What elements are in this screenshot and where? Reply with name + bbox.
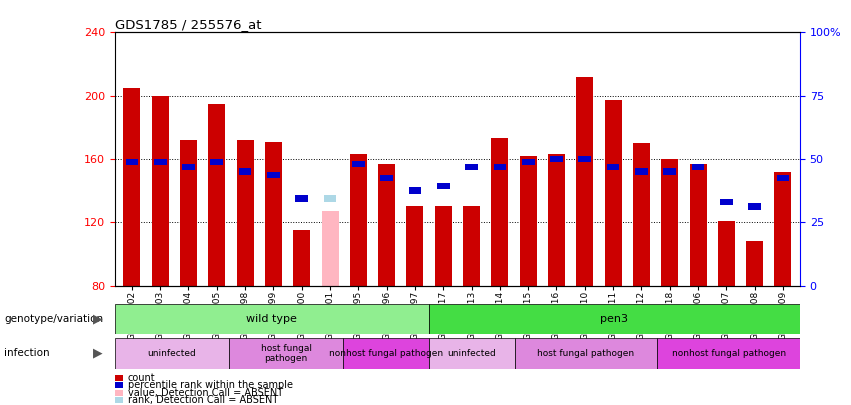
Text: pen3: pen3 — [601, 314, 628, 324]
Bar — [294, 230, 311, 286]
Bar — [720, 198, 733, 205]
Text: percentile rank within the sample: percentile rank within the sample — [128, 380, 293, 390]
Bar — [550, 156, 563, 162]
Text: genotype/variation: genotype/variation — [4, 314, 103, 324]
Text: nonhost fungal pathogen: nonhost fungal pathogen — [671, 349, 785, 358]
Bar — [208, 104, 226, 286]
Bar — [350, 154, 367, 286]
Bar — [267, 172, 280, 178]
Bar — [429, 338, 515, 369]
Text: infection: infection — [4, 348, 50, 358]
Bar — [635, 168, 648, 175]
Bar — [182, 164, 195, 170]
Bar — [429, 304, 800, 334]
Text: host fungal pathogen: host fungal pathogen — [537, 349, 635, 358]
Bar — [663, 168, 676, 175]
Bar — [548, 154, 565, 286]
Bar — [237, 140, 254, 286]
Bar — [515, 338, 657, 369]
Bar — [380, 175, 393, 181]
Bar — [718, 221, 734, 286]
Bar — [607, 164, 620, 170]
Bar — [352, 160, 365, 167]
Bar — [239, 168, 252, 175]
Bar — [115, 338, 229, 369]
Bar — [689, 164, 706, 286]
Bar — [661, 159, 678, 286]
Text: wild type: wild type — [247, 314, 297, 324]
Bar — [265, 142, 282, 286]
Bar — [774, 172, 791, 286]
Bar — [343, 338, 429, 369]
Bar — [520, 156, 537, 286]
Bar — [229, 338, 343, 369]
Bar — [435, 207, 452, 286]
Bar — [125, 159, 138, 165]
Bar — [604, 100, 621, 286]
Bar — [115, 304, 429, 334]
Bar — [295, 195, 308, 202]
Bar — [692, 164, 705, 170]
Text: uninfected: uninfected — [147, 349, 197, 358]
Bar — [579, 156, 591, 162]
Bar — [463, 207, 480, 286]
Bar — [123, 88, 140, 286]
Bar — [576, 77, 593, 286]
Bar — [465, 164, 478, 170]
Bar — [633, 143, 650, 286]
Bar — [407, 207, 424, 286]
Bar — [748, 203, 761, 210]
Bar — [323, 195, 336, 202]
Bar — [777, 175, 790, 181]
Bar — [437, 183, 449, 189]
Bar — [210, 159, 223, 165]
Bar — [151, 96, 168, 286]
Bar — [746, 241, 763, 286]
Text: ▶: ▶ — [93, 312, 102, 326]
Text: nonhost fungal pathogen: nonhost fungal pathogen — [329, 349, 443, 358]
Text: rank, Detection Call = ABSENT: rank, Detection Call = ABSENT — [128, 395, 278, 405]
Text: ▶: ▶ — [93, 347, 102, 360]
Bar — [522, 159, 534, 165]
Bar — [657, 338, 800, 369]
Text: GDS1785 / 255576_at: GDS1785 / 255576_at — [115, 18, 261, 31]
Bar — [378, 164, 395, 286]
Text: count: count — [128, 373, 155, 383]
Text: value, Detection Call = ABSENT: value, Detection Call = ABSENT — [128, 388, 283, 398]
Bar — [322, 211, 339, 286]
Text: host fungal
pathogen: host fungal pathogen — [260, 344, 311, 363]
Bar — [154, 159, 167, 165]
Bar — [491, 139, 508, 286]
Text: uninfected: uninfected — [448, 349, 496, 358]
Bar — [408, 188, 421, 194]
Bar — [180, 140, 197, 286]
Bar — [494, 164, 506, 170]
